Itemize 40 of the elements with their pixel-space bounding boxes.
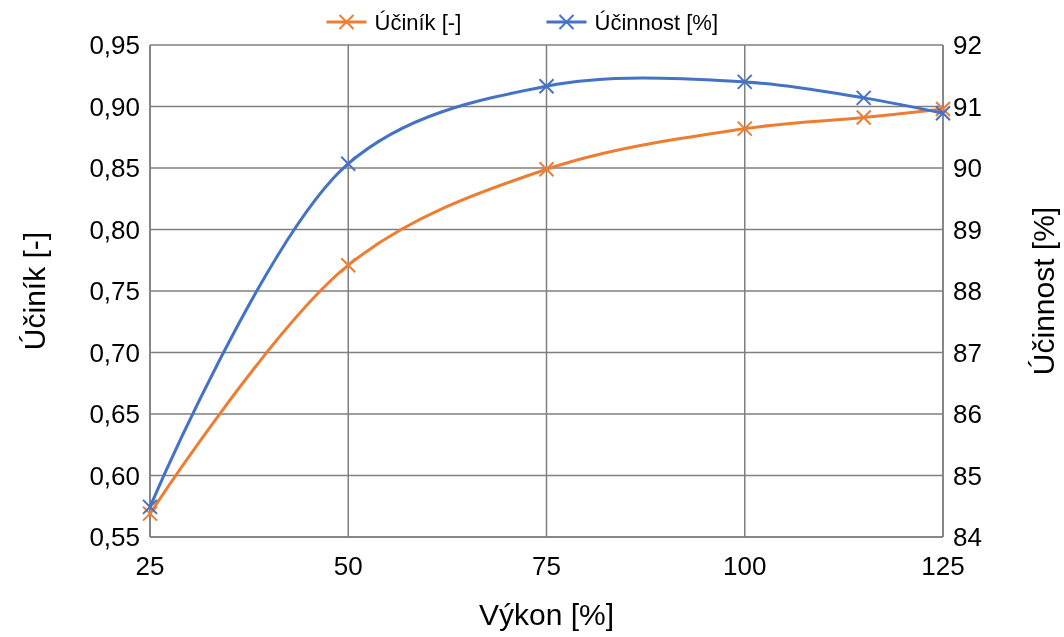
legend-label: Účiník [-]	[374, 9, 462, 35]
x-axis-title: Výkon [%]	[478, 598, 615, 631]
y-tick-label: 0,95	[89, 30, 140, 61]
y2-axis-title: Účinnost [%]	[1027, 206, 1060, 376]
point	[340, 257, 357, 274]
point	[142, 498, 158, 515]
y-axis-title: Účiník [-]	[18, 231, 51, 351]
point	[855, 109, 872, 126]
legend-label: Účinnost [%]	[594, 9, 718, 35]
y2-tick-label: 84	[953, 522, 982, 553]
x-tick-label: 25	[135, 551, 165, 581]
x-tick-label: 50	[333, 551, 363, 581]
point	[142, 505, 158, 522]
y-tick-label: 0,75	[89, 276, 140, 307]
y2-tick-label: 87	[953, 337, 982, 368]
point	[935, 100, 951, 117]
point	[935, 105, 951, 122]
y2-tick-label: 88	[953, 276, 982, 307]
y2-tick-label: 92	[953, 30, 982, 61]
y-tick-label: 0,80	[89, 214, 140, 245]
y2-tick-label: 86	[953, 399, 982, 430]
y2-tick-label: 91	[953, 91, 982, 122]
y-tick-label: 0,55	[89, 522, 140, 553]
y-tick-label: 0,90	[89, 91, 140, 122]
y2-tick-label: 89	[953, 214, 982, 245]
point	[855, 89, 872, 106]
y-tick-label: 0,70	[89, 337, 140, 368]
y-tick-label: 0,60	[89, 460, 140, 491]
point	[538, 161, 555, 178]
point	[538, 78, 555, 95]
x-tick-label: 75	[532, 551, 561, 581]
x-tick-label: 100	[723, 551, 767, 581]
point	[340, 155, 357, 172]
x-tick-label: 125	[921, 551, 965, 581]
y2-tick-label: 90	[953, 153, 982, 184]
y-tick-label: 0,65	[89, 399, 140, 430]
point	[736, 120, 753, 137]
point	[736, 73, 753, 90]
y2-tick-label: 85	[953, 460, 982, 491]
y-tick-label: 0,85	[89, 153, 140, 184]
